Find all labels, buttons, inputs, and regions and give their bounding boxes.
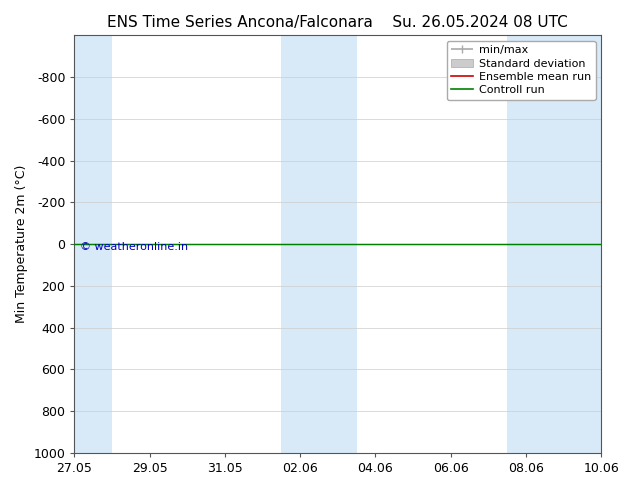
Bar [507,35,634,453]
Bar [56,35,112,453]
Legend: min/max, Standard deviation, Ensemble mean run, Controll run: min/max, Standard deviation, Ensemble me… [446,41,595,100]
Text: © weatheronline.in: © weatheronline.in [80,242,188,252]
Y-axis label: Min Temperature 2m (°C): Min Temperature 2m (°C) [15,165,28,323]
Bar [281,35,356,453]
Title: ENS Time Series Ancona/Falconara    Su. 26.05.2024 08 UTC: ENS Time Series Ancona/Falconara Su. 26.… [107,15,568,30]
